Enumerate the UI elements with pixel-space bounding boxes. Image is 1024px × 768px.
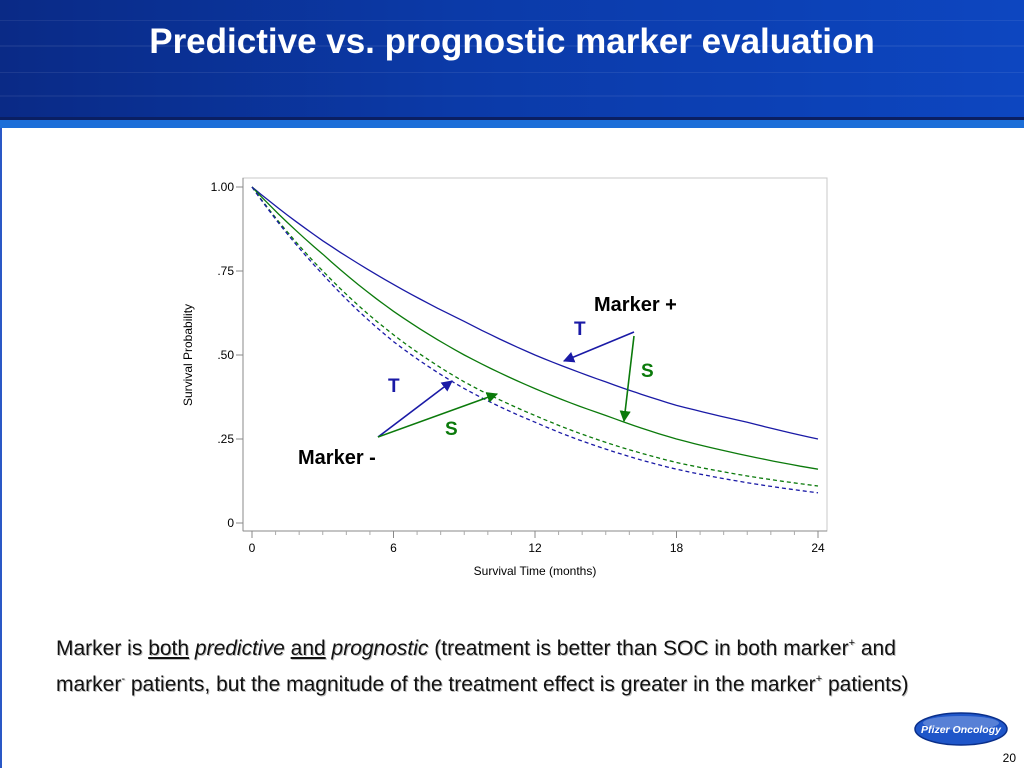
caption-text: Marker is [56,637,149,660]
caption-superscript: + [848,637,856,649]
caption-emphasis-and: and [290,637,326,660]
series-line-1 [251,186,819,440]
header-accent-bar [0,120,1024,128]
header-divider [0,117,1024,120]
y-tick-label: .50 [217,348,234,362]
treatment-arrow-negative [377,380,453,438]
x-tick-label: 24 [811,541,825,555]
pfizer-oncology-logo: Pfizer Oncology [914,712,1008,746]
y-tick-label: 0 [227,516,234,530]
y-tick-label: .25 [217,432,234,446]
y-tick-label: 1.00 [211,180,235,194]
caption-emphasis-predictive: predictive [194,637,285,660]
caption-superscript: + [815,673,823,685]
caption-emphasis-prognostic: prognostic [331,637,429,660]
treatment-arrow-positive [562,331,635,363]
caption-text: patients, but the magnitude of the treat… [125,673,816,696]
page-number: 20 [1002,751,1016,765]
slide-header: Predictive vs. prognostic marker evaluat… [0,0,1024,128]
caption-text: patients) [822,673,909,696]
caption-text: (treatment is better than SOC in both ma… [428,637,849,660]
soc-label-negative: S [445,419,458,440]
marker-positive-label: Marker + [594,294,677,316]
y-tick-label: .75 [217,264,234,278]
x-axis-label: Survival Time (months) [474,564,597,578]
caption-superscript: - [121,673,126,685]
caption-emphasis-both: both [148,637,190,660]
series-line-3 [251,186,819,487]
slide-left-border [0,128,2,768]
treatment-label-positive: T [574,319,586,340]
caption-text: and marker [56,637,896,696]
survival-chart: 0 .25 .50 .75 1.00 0 6 12 18 24 Survival Probabi… [181,177,828,578]
x-tick-label: 0 [249,541,256,555]
x-tick-label: 18 [670,541,684,555]
x-tick-label: 12 [528,541,542,555]
marker-negative-label: Marker - [298,447,376,469]
soc-label-positive: S [641,361,654,382]
slide-title: Predictive vs. prognostic marker evaluat… [149,22,875,61]
treatment-label-negative: T [388,376,400,397]
slide-caption: Marker is both predictive and prognostic… [56,628,956,700]
series-line-2 [251,186,819,470]
x-tick-label: 6 [390,541,397,555]
soc-arrow-positive [619,335,635,423]
soc-arrow-negative [377,392,499,438]
y-axis-label: Survival Probability [181,304,195,406]
series-line-4 [251,186,819,494]
svg-text:Pfizer Oncology: Pfizer Oncology [921,724,1002,736]
